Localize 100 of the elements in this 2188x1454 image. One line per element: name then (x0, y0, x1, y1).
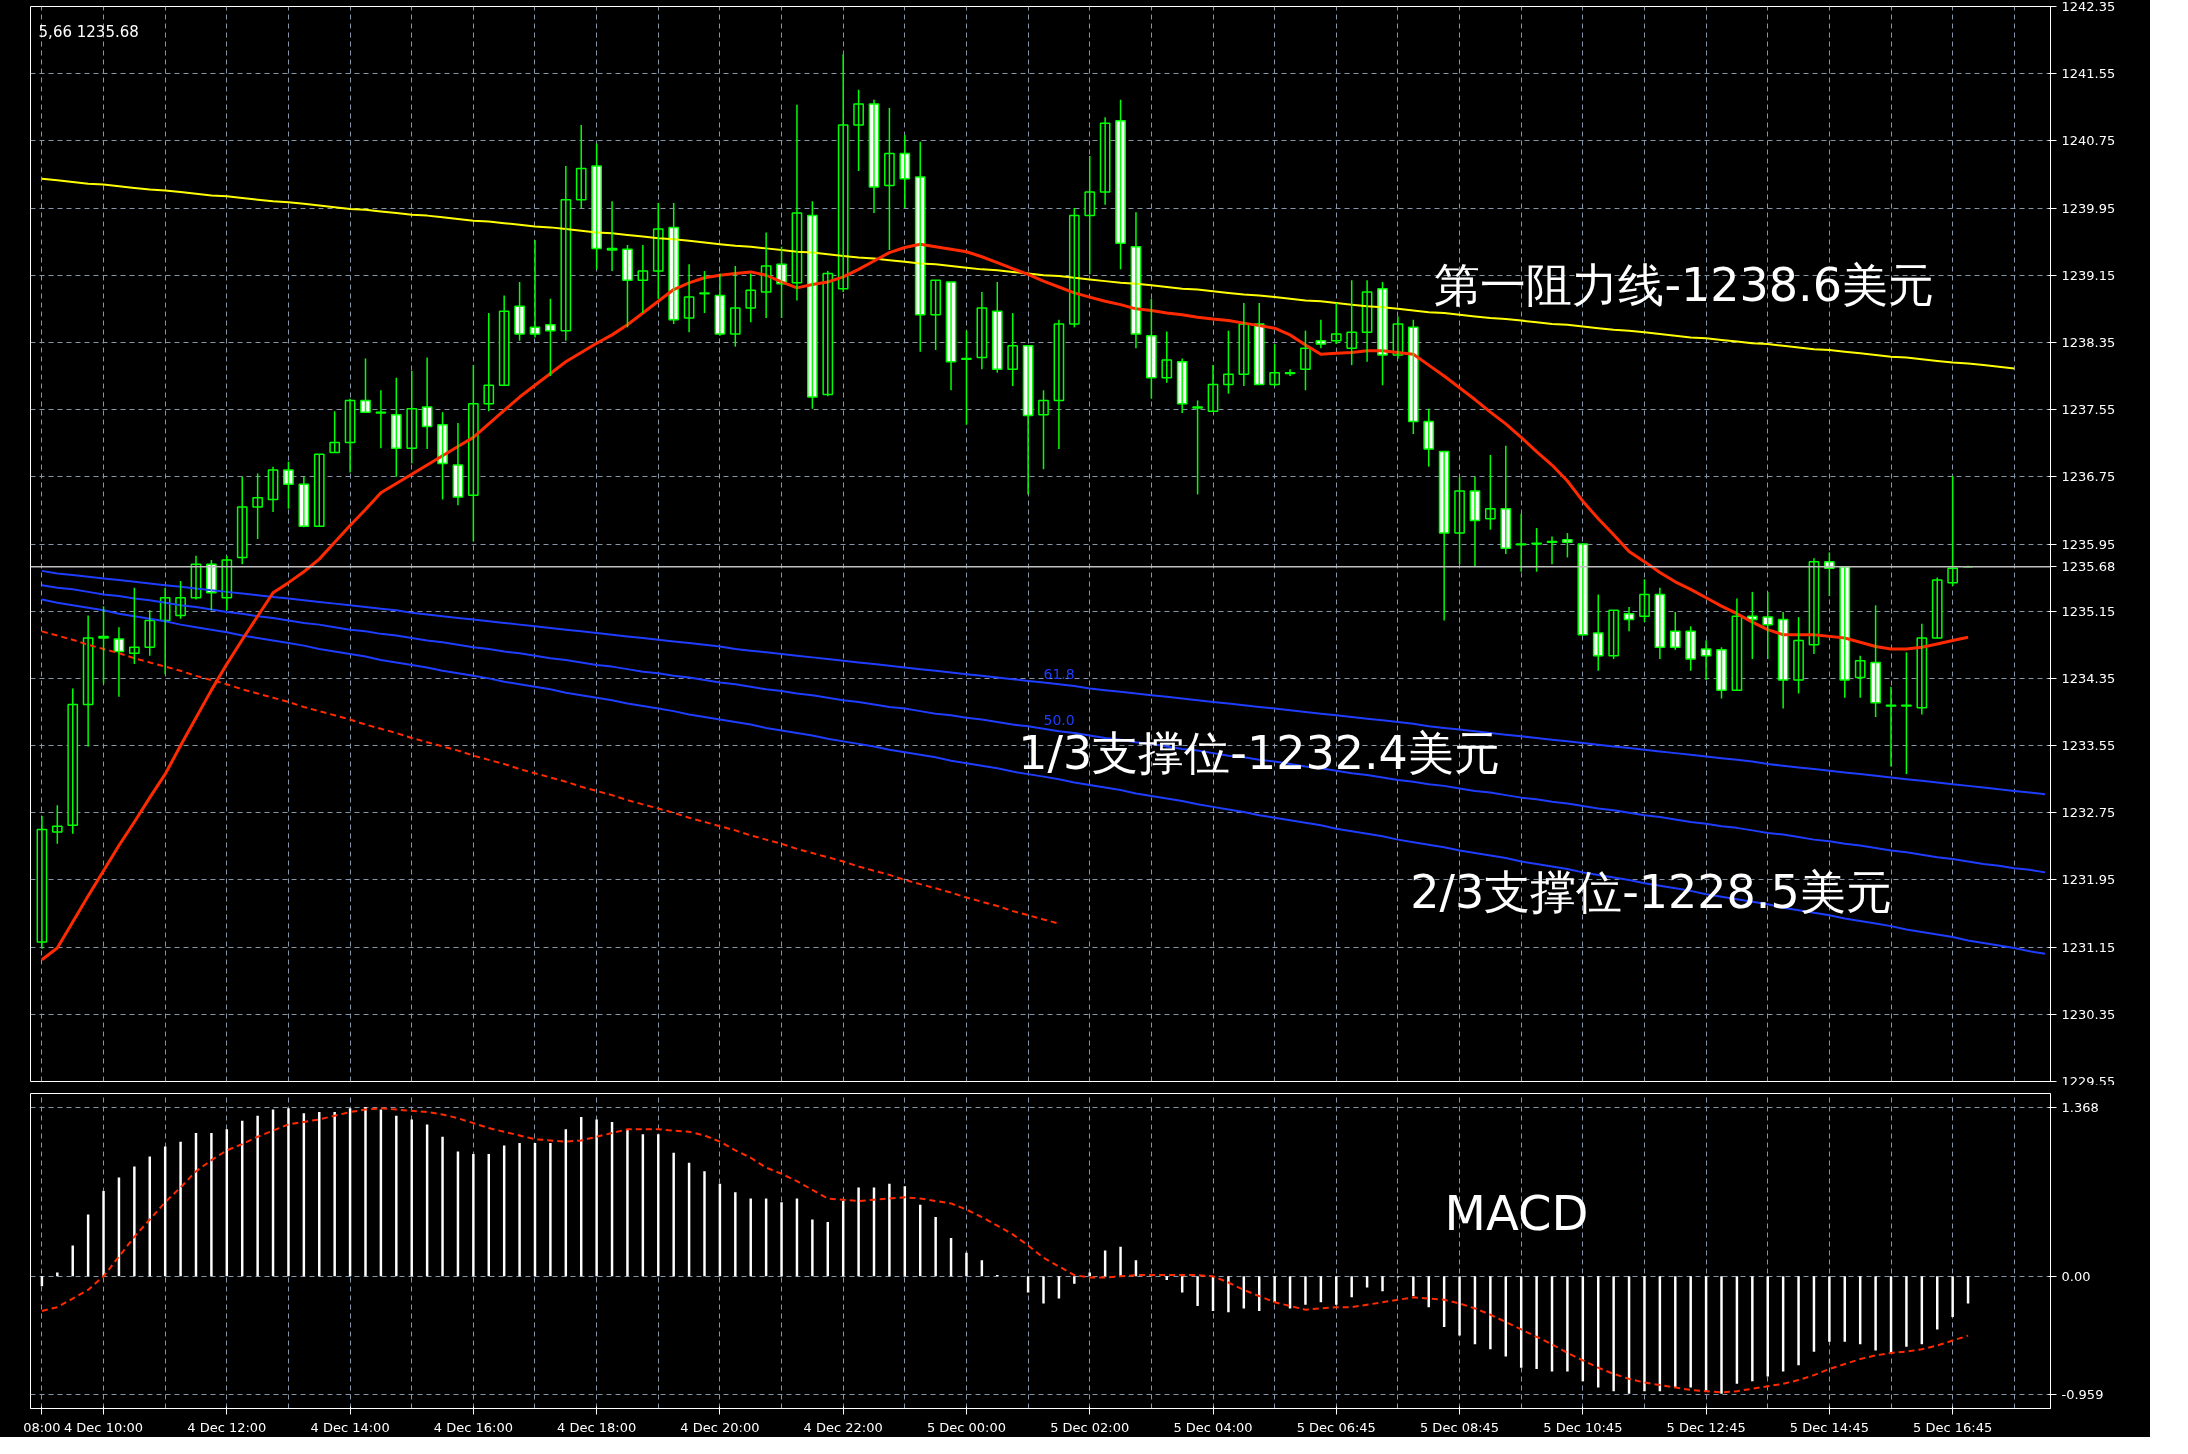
bar (1874, 1276, 1877, 1351)
y-tick-label: 1238.35 (2061, 334, 2116, 350)
candlestick (1115, 98, 1126, 271)
bar (1227, 1276, 1230, 1313)
candlestick (1454, 476, 1465, 565)
candlestick (313, 453, 325, 528)
y-tick-label: 1.368 (2061, 1099, 2099, 1115)
candlestick (329, 410, 341, 454)
y-tick-label: 1239.15 (2061, 267, 2116, 283)
bar (1489, 1276, 1492, 1350)
y-tick-label: 1230.35 (2061, 1006, 2116, 1022)
candlestick (1793, 616, 1804, 695)
candlestick (252, 472, 264, 540)
bar (749, 1198, 752, 1277)
bar (410, 1119, 413, 1277)
bar (71, 1245, 74, 1277)
y-tick-label: 1239.95 (2061, 200, 2116, 216)
y-tick-label: 1234.35 (2061, 670, 2116, 686)
bar (1119, 1246, 1122, 1277)
candlestick (128, 586, 140, 665)
bar (888, 1183, 891, 1277)
bar (256, 1115, 259, 1277)
candlestick (1531, 527, 1542, 573)
candlestick (1669, 611, 1681, 651)
candlestick (1146, 298, 1157, 400)
y-tick-label: 1231.15 (2061, 939, 2116, 955)
candlestick (745, 272, 757, 324)
candlestick (1269, 343, 1281, 387)
y-tick-label: 1231.95 (2061, 872, 2116, 888)
candlestick (1423, 408, 1435, 468)
candlestick (1762, 591, 1774, 660)
bar (1412, 1276, 1415, 1297)
y-tick-label: 1242.35 (2061, 0, 2116, 14)
x-tick-label: 4 Dec 12:00 (187, 1419, 267, 1435)
bar (1088, 1272, 1091, 1277)
candlestick (1639, 578, 1650, 623)
y-tick-label: -0.959 (2061, 1387, 2104, 1403)
x-tick-label: 4 Dec 14:00 (310, 1419, 390, 1435)
bar (318, 1112, 321, 1277)
candlestick (406, 370, 418, 465)
x-tick-label: 5 Dec 06:45 (1296, 1419, 1376, 1435)
candlestick (1562, 532, 1573, 559)
line-series (40, 598, 2047, 955)
bar (734, 1192, 737, 1277)
candlestick (729, 265, 741, 348)
bar (179, 1141, 182, 1277)
annotation: 第一阻力线-1238.6美元 (1434, 257, 1934, 312)
bar (364, 1107, 367, 1277)
x-tick-label: 4 Dec 16:00 (433, 1419, 513, 1435)
candlestick (1716, 646, 1727, 700)
x-tick-label: 5 Dec 02:00 (1050, 1419, 1130, 1435)
candlestick (360, 357, 371, 413)
ref-line-label: 1235.68 (2061, 559, 2116, 575)
bar (1458, 1276, 1461, 1336)
bar (1751, 1276, 1754, 1382)
bar (657, 1134, 660, 1277)
x-tick-label: 4 Dec 20:00 (680, 1419, 760, 1435)
series-label: 50.0 (1043, 711, 1075, 728)
candlestick (806, 200, 818, 410)
y-tick-label: 1235.95 (2061, 536, 2116, 552)
bar (1350, 1276, 1353, 1298)
candlestick (1330, 302, 1342, 345)
bar (811, 1219, 814, 1277)
bar (102, 1191, 105, 1277)
candlestick (1485, 454, 1496, 531)
candlestick (1870, 604, 1881, 718)
line-series (40, 177, 2016, 370)
y-tick-label: 1235.15 (2061, 603, 2116, 619)
candlestick (1192, 399, 1203, 496)
bar (1951, 1276, 1954, 1318)
x-tick-label: 5 Dec 10:45 (1543, 1419, 1623, 1435)
bar (472, 1154, 475, 1277)
x-tick-label: 08:00 (23, 1419, 61, 1435)
line-series (40, 1107, 1970, 1394)
candlestick (1300, 329, 1311, 392)
candlestick (1038, 389, 1049, 470)
bar (133, 1166, 136, 1277)
candlestick (1007, 312, 1019, 387)
bar (1335, 1276, 1338, 1305)
x-tick-label: 5 Dec 16:45 (1913, 1419, 1993, 1435)
bar (780, 1202, 783, 1277)
bar (1828, 1276, 1831, 1342)
candlestick (591, 142, 603, 271)
x-tick-label: 5 Dec 08:45 (1419, 1419, 1500, 1435)
bar (56, 1272, 59, 1277)
bar (595, 1119, 598, 1277)
y-tick-label: 1229.55 (2061, 1073, 2116, 1089)
bar (626, 1129, 629, 1277)
bar (1720, 1276, 1723, 1394)
bar (1304, 1276, 1307, 1305)
candlestick (622, 244, 633, 329)
bar (934, 1217, 937, 1277)
bar (1196, 1276, 1199, 1306)
line-series (40, 569, 2047, 796)
y-tick-label: 1240.75 (2061, 133, 2116, 149)
bar (287, 1108, 290, 1277)
candlestick (652, 202, 664, 300)
x-tick-label: 5 Dec 14:45 (1789, 1419, 1869, 1435)
candlestick (1608, 609, 1620, 660)
x-tick-label: 5 Dec 00:00 (926, 1419, 1007, 1435)
